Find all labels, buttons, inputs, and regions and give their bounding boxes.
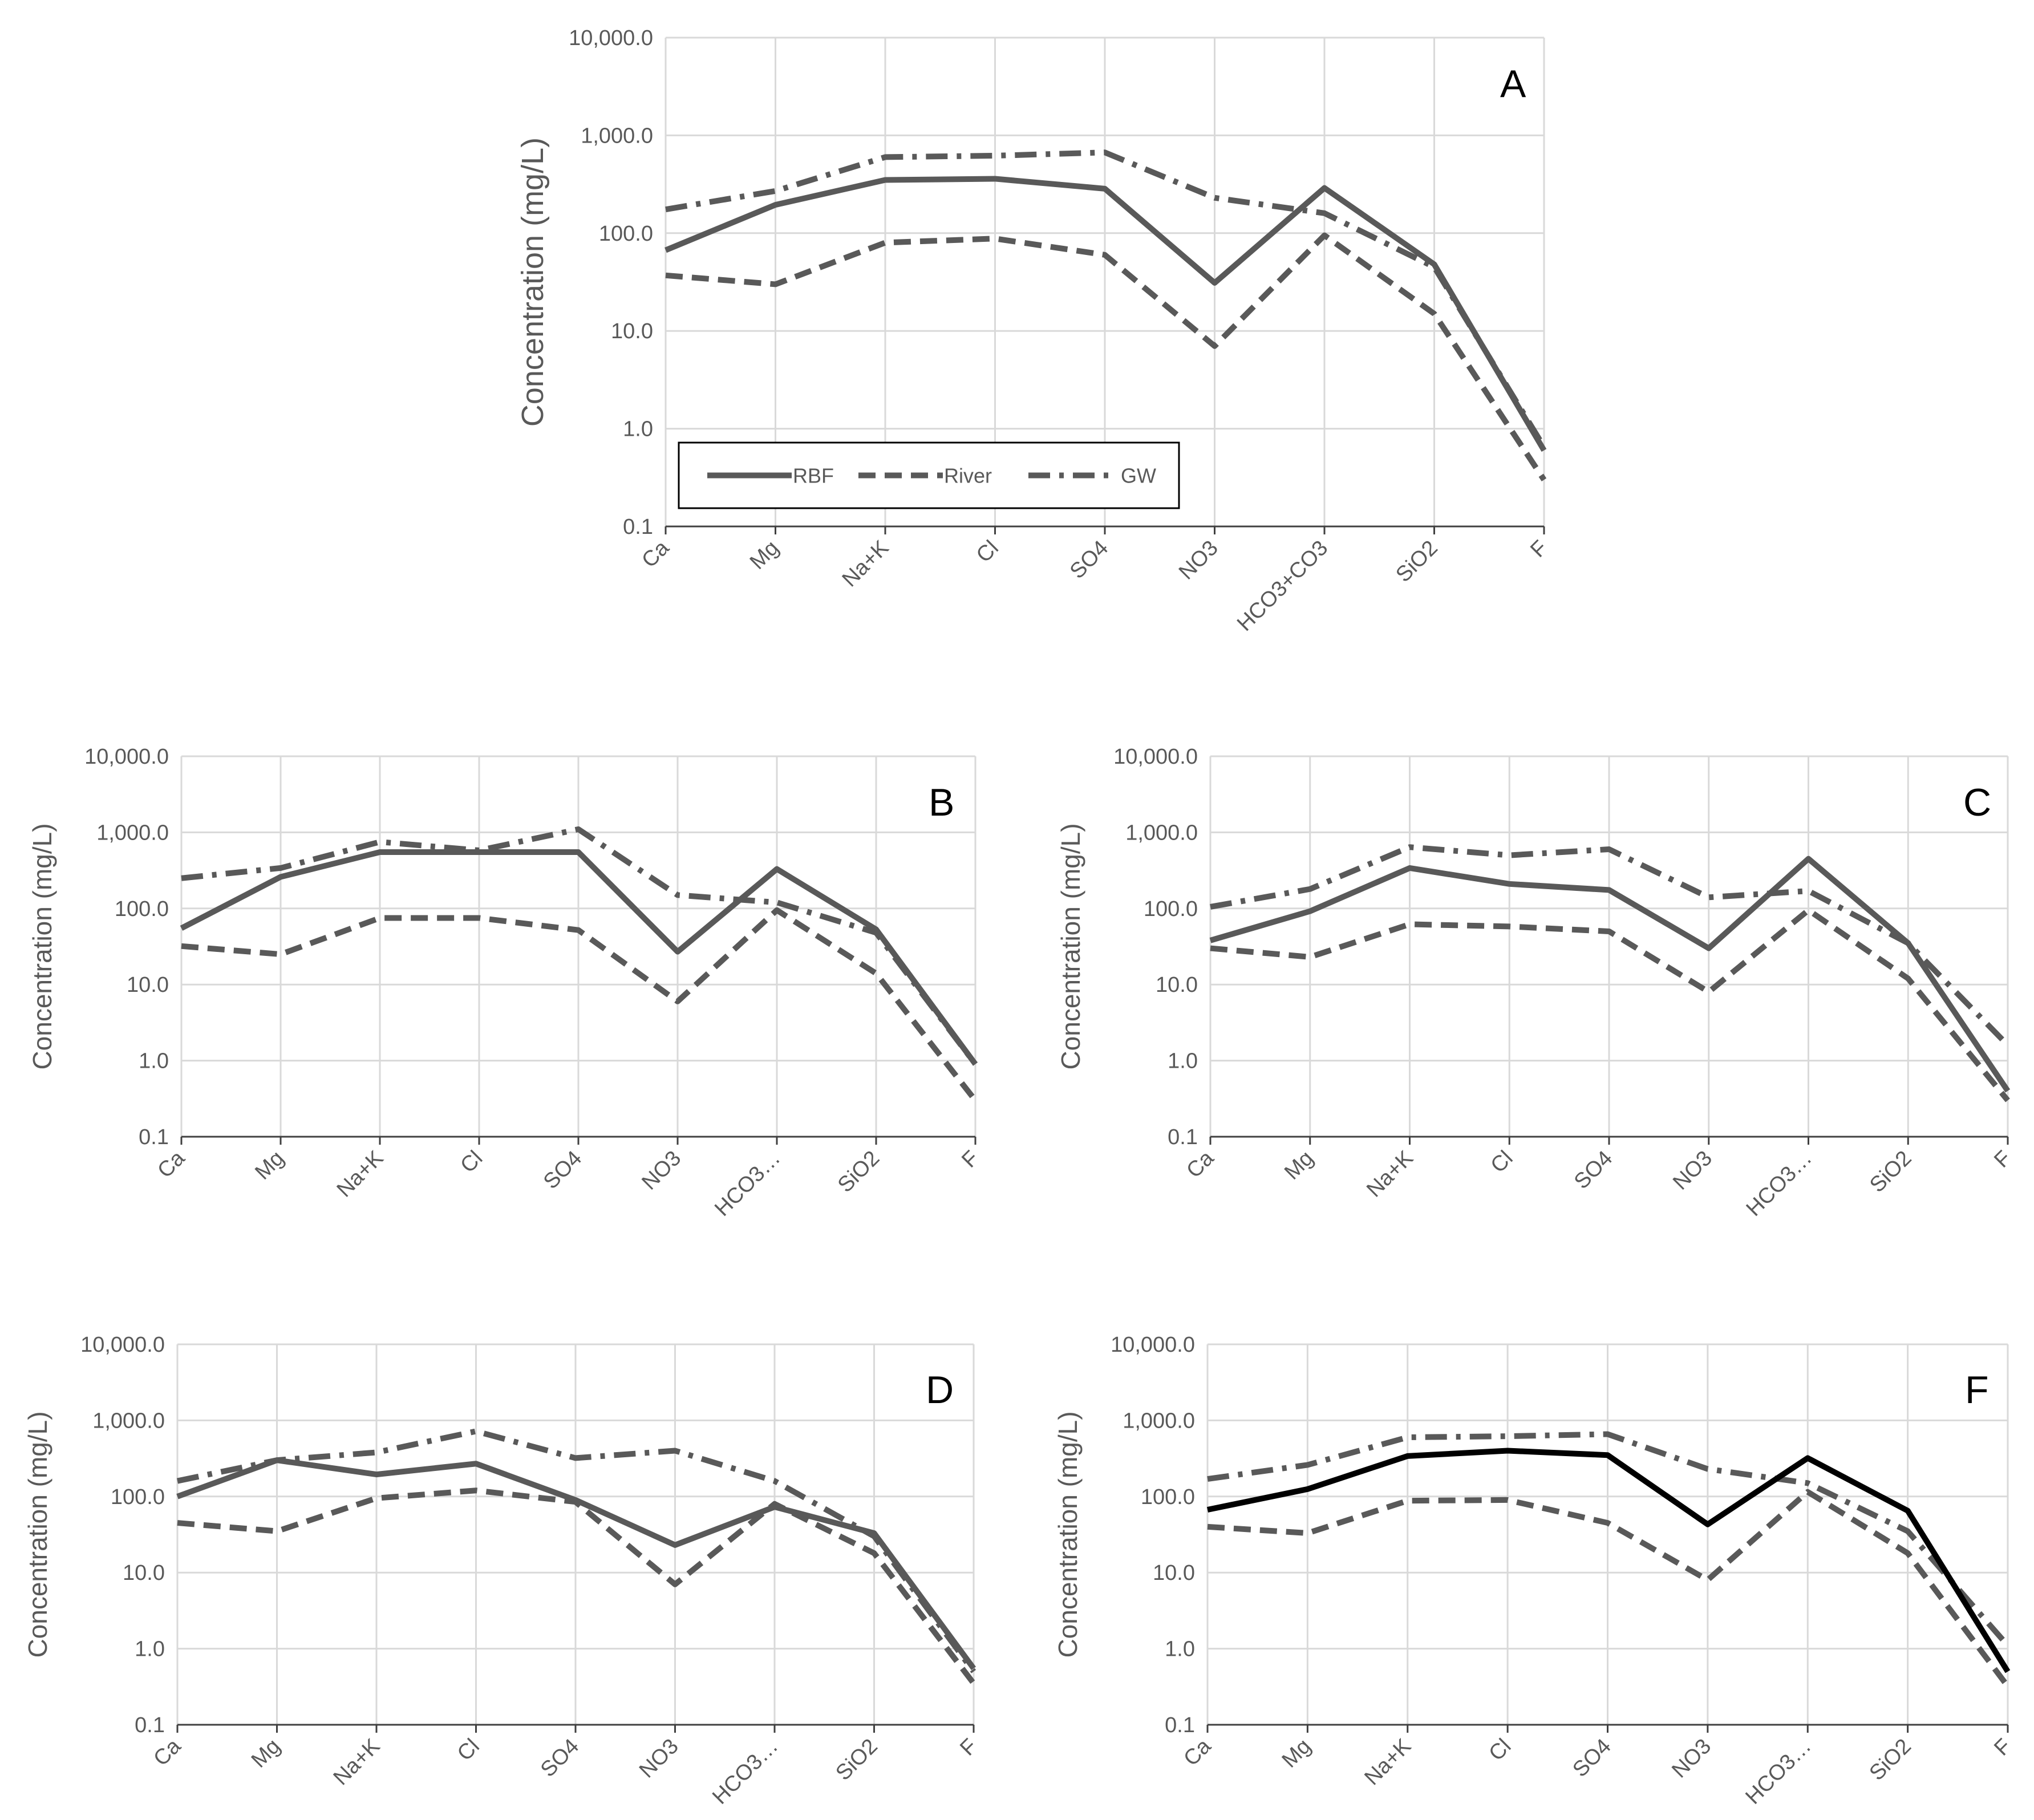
y-tick-label: 10.0 [127,973,169,997]
y-axis-label: Concentration (mg/L) [1053,1411,1083,1657]
y-tick-label: 100.0 [115,897,169,921]
y-axis-label: Concentration (mg/L) [27,823,57,1069]
series-line-rbf [1209,856,2011,1093]
y-tick-label: 100.0 [599,222,653,246]
series-line-gw [176,1428,977,1673]
series-line-gw [181,826,978,1066]
series-line-rbf [176,1457,977,1671]
y-tick-label: 1,000.0 [1125,821,1198,845]
series-line-river [665,232,1547,481]
series-line-rbf [180,849,978,1066]
legend: RBF River GW [678,441,1180,509]
y-tick-label: 10,000.0 [1113,745,1198,769]
series-line-river [1207,1489,2010,1688]
panel-letter: A [1500,62,1526,106]
y-tick-label: 1,000.0 [96,821,169,845]
y-tick-label: 1,000.0 [1123,1409,1195,1433]
y-tick-label: 1,000.0 [581,124,653,148]
y-tick-label: 1.0 [1168,1049,1198,1073]
panel-letter: C [1963,781,1991,824]
series-line-river [1210,907,2010,1102]
y-tick-label: 1.0 [623,417,653,441]
series-line-gw [1207,1431,2010,1648]
y-tick-label: 0.1 [1165,1713,1195,1737]
series-line-rbf [1206,1448,2011,1673]
y-tick-label: 10.0 [1156,973,1198,997]
y-tick-label: 100.0 [1144,897,1198,921]
panel-letter: B [929,781,954,824]
series-line-gw [1210,844,2010,1047]
y-tick-label: 0.1 [139,1125,169,1149]
y-tick-label: 10,000.0 [80,1333,165,1357]
y-axis-label: Concentration (mg/L) [516,137,550,427]
y-tick-label: 10,000.0 [1111,1333,1195,1357]
y-tick-label: 1.0 [135,1637,165,1661]
y-axis-label: Concentration (mg/L) [23,1411,52,1657]
series-line-gw [665,149,1547,449]
y-tick-label: 0.1 [135,1713,165,1737]
y-tick-label: 0.1 [623,515,653,539]
panel-letter: F [1965,1368,1989,1412]
y-tick-label: 1.0 [1165,1637,1195,1661]
panel-letter: D [926,1368,954,1412]
y-tick-label: 1.0 [139,1049,169,1073]
series-line-river [181,907,978,1102]
y-tick-label: 10,000.0 [569,26,653,50]
legend-label-rbf: RBF [793,464,834,488]
y-tick-label: 100.0 [111,1485,165,1509]
y-tick-label: 10.0 [123,1561,165,1585]
y-tick-label: 10.0 [611,319,653,343]
y-tick-label: 0.1 [1168,1125,1198,1149]
y-tick-label: 10.0 [1153,1561,1195,1585]
y-axis-label: Concentration (mg/L) [1056,823,1085,1069]
y-tick-label: 10,000.0 [84,745,169,769]
y-tick-label: 1,000.0 [92,1409,165,1433]
y-tick-label: 100.0 [1141,1485,1195,1509]
legend-label-river: River [944,464,992,488]
series-line-rbf [665,176,1547,452]
legend-label-gw: GW [1121,464,1156,488]
